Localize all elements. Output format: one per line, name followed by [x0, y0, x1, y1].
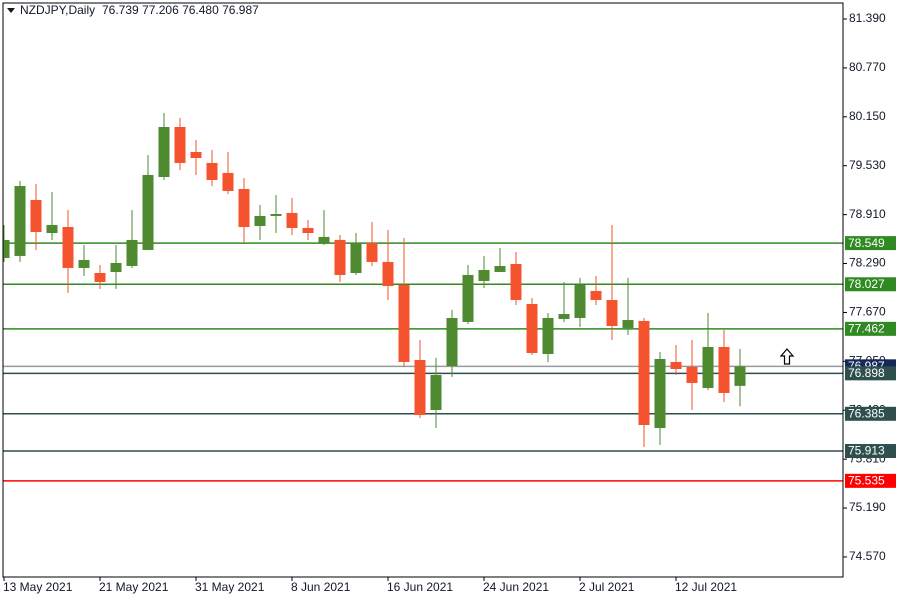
candle-body — [190, 152, 202, 158]
level-label-box — [845, 236, 896, 251]
candle-body — [558, 314, 570, 319]
menu-triangle[interactable] — [7, 8, 15, 13]
candle-body — [302, 227, 314, 234]
y-tick-label: 81.390 — [849, 11, 886, 25]
candle-body — [286, 212, 298, 228]
x-tick-label: 13 May 2021 — [3, 580, 73, 594]
x-tick-label: 8 Jun 2021 — [291, 580, 351, 594]
candle-body — [206, 162, 218, 181]
candle-body — [254, 215, 266, 226]
candle-body — [510, 264, 522, 300]
x-tick-label: 12 Jul 2021 — [675, 580, 737, 594]
x-tick-label: 16 Jun 2021 — [387, 580, 453, 594]
y-tick-label: 78.910 — [849, 207, 886, 221]
y-tick-label: 74.570 — [849, 549, 886, 563]
candle-body — [126, 239, 138, 266]
y-tick-label: 80.150 — [849, 109, 886, 123]
level-label: 78.549 — [848, 236, 885, 250]
candle-body — [734, 366, 746, 386]
candle-body — [174, 126, 186, 163]
candle-body — [494, 265, 506, 272]
candle-body — [414, 360, 426, 415]
candle-body — [526, 304, 538, 353]
candle-body — [46, 224, 58, 234]
candle-body — [14, 185, 26, 256]
candle-body — [3, 239, 10, 259]
candle-body — [366, 242, 378, 262]
candle-body — [622, 320, 634, 328]
x-tick-label: 24 Jun 2021 — [483, 580, 549, 594]
level-label: 76.898 — [848, 366, 885, 380]
level-label: 75.913 — [848, 444, 885, 458]
candle-body — [158, 126, 170, 178]
candle-body — [702, 346, 714, 389]
candle-body — [430, 374, 442, 411]
candle-body — [638, 320, 650, 426]
level-label-box — [845, 366, 896, 381]
candle-body — [382, 261, 394, 287]
y-tick-label: 79.530 — [849, 158, 886, 172]
candle-body — [334, 239, 346, 275]
axis-layer: 81.390 80.770 80.150 79.530 78.910 78.290 77.6… — [3, 11, 886, 594]
y-tick-label: 80.770 — [849, 60, 886, 74]
level-label-box — [845, 406, 896, 421]
candle-body — [718, 346, 730, 393]
level-label-box — [845, 473, 896, 488]
candle-body — [398, 284, 410, 362]
plot-frame — [2, 2, 844, 578]
candle-body — [78, 259, 90, 268]
candle-body — [478, 270, 490, 281]
y-tick-label: 77.670 — [849, 305, 886, 319]
level-label: 77.462 — [848, 322, 885, 336]
candle-body — [350, 242, 362, 274]
y-tick-label: 78.290 — [849, 256, 886, 270]
candle-body — [590, 290, 602, 300]
chart-symbol: NZDJPY,Daily — [20, 3, 95, 17]
level-label-box — [845, 277, 896, 292]
x-tick-label: 31 May 2021 — [195, 580, 265, 594]
candle-body — [606, 299, 618, 327]
candle-body — [318, 236, 330, 243]
x-tick-label: 21 May 2021 — [99, 580, 169, 594]
label-layer: 78.54978.02777.46276.98776.89876.38575.9… — [845, 236, 896, 488]
candle-body — [654, 358, 666, 428]
candle-body — [686, 366, 698, 383]
candle-body — [446, 317, 458, 366]
level-label: 78.027 — [848, 277, 885, 291]
level-label: 75.535 — [848, 474, 885, 488]
candle-body — [574, 284, 586, 318]
level-label: 76.385 — [848, 406, 885, 420]
candle-body — [270, 214, 282, 216]
level-label-box — [845, 321, 896, 336]
candle-body — [462, 274, 474, 322]
candle-body — [238, 188, 250, 228]
candle-body — [30, 199, 42, 232]
candle-body — [222, 172, 234, 191]
candle-body — [110, 262, 122, 272]
candle-layer — [3, 113, 746, 448]
x-tick-label: 2 Jul 2021 — [579, 580, 635, 594]
candle-body — [542, 317, 554, 355]
candle-body — [670, 361, 682, 369]
up-arrow-icon[interactable] — [779, 348, 795, 365]
candle-body — [62, 227, 74, 268]
candle-body — [142, 174, 154, 250]
y-tick-label: 75.190 — [849, 500, 886, 514]
level-label-box — [845, 444, 896, 459]
candle-body — [94, 273, 106, 282]
chart-quote: 76.739 77.206 76.480 76.987 — [102, 3, 259, 17]
